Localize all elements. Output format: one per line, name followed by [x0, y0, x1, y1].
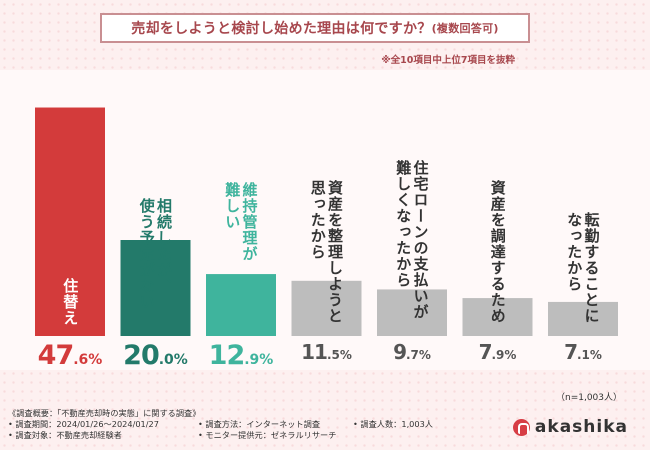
survey-monitor: • モニター提供元：ゼネラルリサーチ — [198, 430, 337, 440]
category-label-5: 住宅ローンの支払いが 難しくなったから — [394, 160, 430, 320]
value-label-5: 9.7% — [393, 340, 431, 364]
excerpt-note: ※全10項目中上位7項目を抜粋 — [381, 55, 515, 66]
akashika-logo-icon — [512, 418, 530, 436]
value-label-1: 47.6% — [37, 340, 103, 371]
bar-1 — [35, 107, 105, 337]
bar-4 — [291, 280, 362, 336]
category-label-3: 維持管理が 難しい — [223, 182, 259, 262]
bar-5 — [377, 289, 447, 336]
category-label-2: 相続したが、 使う予定がない — [137, 198, 173, 310]
value-label-6: 7.9% — [478, 340, 517, 364]
value-label-4: 11.5% — [301, 340, 352, 364]
chart-title-main: 売却をしようと検討し始めた理由は何ですか？ — [131, 21, 432, 37]
survey-period: • 調査期間：2024/01/26〜2024/01/27 — [8, 419, 159, 429]
bar-7 — [548, 301, 618, 336]
akashika-logo: akashika — [512, 417, 628, 437]
survey-target: • 調査対象：不動産売却経験者 — [8, 430, 122, 440]
chart-title-sub: (複数回答可) — [431, 22, 499, 35]
category-label-6: 資産を調達するため — [488, 180, 507, 324]
survey-footer: 《調査概要：「不動産売却時の実態」に関する調査》 • 調査期間：2024/01/… — [8, 408, 433, 441]
sample-size-note: （n=1,003人） — [555, 393, 622, 403]
category-label-7: 転勤することに なったから — [565, 212, 601, 324]
chart-title: 売却をしようと検討し始めた理由は何ですか？ (複数回答可) — [100, 13, 530, 43]
value-label-3: 12.9% — [208, 340, 274, 371]
category-label-4: 資産を整理しようと 思ったから — [308, 180, 344, 324]
logo-text: akashika — [534, 417, 628, 437]
value-label-2: 20.0% — [123, 340, 188, 371]
survey-summary: 《調査概要：「不動産売却時の実態」に関する調査》 — [8, 408, 201, 418]
bar-2 — [120, 240, 191, 336]
survey-count: • 調査人数：1,003人 — [353, 419, 433, 429]
bar-6 — [462, 298, 533, 336]
bar-3 — [206, 274, 276, 336]
survey-method: • 調査方法：インターネット調査 — [198, 419, 321, 429]
category-label-1: 住替え — [61, 277, 80, 326]
value-label-7: 7.1% — [564, 340, 602, 364]
